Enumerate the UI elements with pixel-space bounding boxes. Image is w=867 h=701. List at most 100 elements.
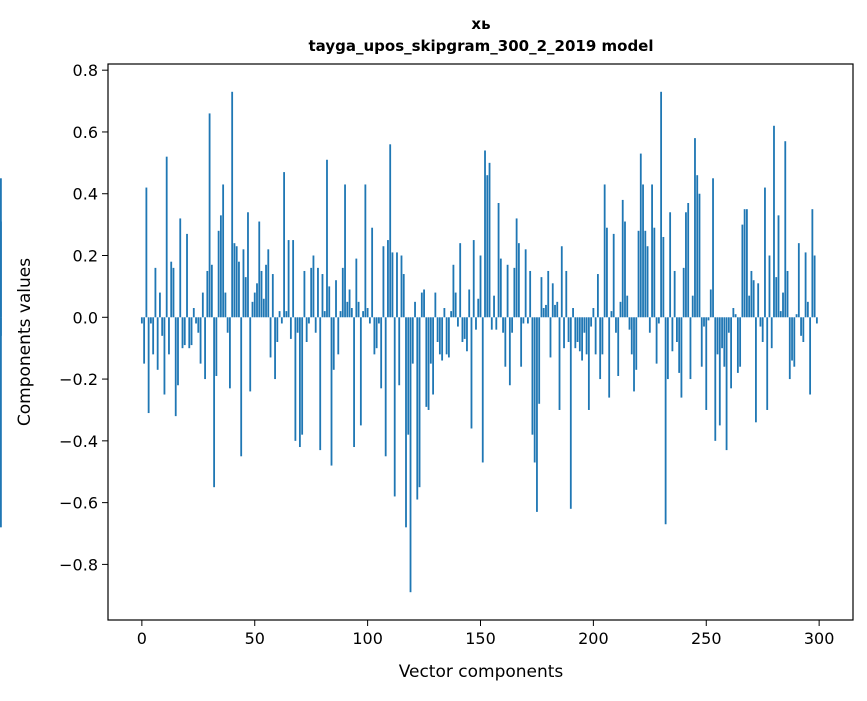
bar	[219, 215, 222, 318]
bar	[784, 141, 787, 318]
bar	[558, 317, 561, 410]
bar	[402, 274, 405, 318]
bar	[782, 292, 784, 318]
bar	[569, 317, 572, 509]
y-tick-label: −0.8	[59, 555, 98, 574]
bar	[256, 283, 258, 318]
bar	[432, 317, 434, 395]
bar	[671, 317, 674, 352]
bar	[565, 270, 568, 318]
bar	[815, 317, 818, 324]
bar	[192, 308, 195, 318]
bar	[750, 270, 753, 318]
bar	[698, 193, 701, 318]
bar	[280, 317, 283, 324]
bar	[217, 230, 220, 318]
bar	[554, 304, 556, 318]
y-tick-label: −0.6	[59, 494, 98, 513]
bar	[712, 178, 714, 318]
bar	[786, 270, 789, 318]
bar	[759, 317, 762, 327]
bar	[583, 317, 586, 333]
x-tick-label: 50	[245, 629, 265, 648]
bars-group	[0, 91, 818, 593]
bar	[312, 255, 315, 318]
bar	[662, 236, 665, 318]
bar	[660, 91, 663, 318]
bar	[809, 317, 812, 395]
bar	[743, 209, 746, 318]
bar	[511, 317, 514, 333]
bar	[0, 221, 2, 318]
bar	[732, 308, 735, 318]
bar	[265, 264, 267, 318]
bar	[603, 184, 606, 318]
bar	[490, 317, 493, 330]
bar	[610, 311, 613, 318]
bar	[409, 317, 412, 593]
bar	[152, 317, 155, 355]
bar	[423, 289, 425, 318]
bar	[468, 289, 471, 318]
bar	[594, 317, 597, 355]
bar	[274, 317, 276, 380]
bar	[718, 317, 721, 426]
bar	[183, 317, 186, 346]
bar	[766, 317, 769, 410]
bar	[515, 218, 518, 318]
bar	[298, 317, 301, 448]
bar	[775, 277, 778, 318]
bar	[691, 295, 694, 318]
bar	[795, 314, 798, 318]
x-tick-label: 150	[465, 629, 496, 648]
bar	[181, 317, 184, 349]
bar	[703, 317, 705, 327]
bar	[391, 252, 394, 318]
bar	[497, 203, 500, 318]
bar	[499, 258, 502, 318]
bar	[761, 317, 764, 342]
bar	[434, 292, 437, 318]
bar	[764, 187, 766, 318]
bar	[229, 317, 231, 389]
bar	[779, 311, 782, 318]
bar	[418, 317, 421, 488]
bar	[531, 317, 534, 435]
bar	[398, 317, 401, 386]
bar	[341, 267, 344, 318]
bar	[626, 295, 629, 318]
bar	[621, 199, 624, 318]
bar	[186, 233, 188, 318]
bar	[0, 317, 2, 528]
bar	[542, 308, 545, 318]
bar	[396, 252, 398, 318]
bar	[405, 317, 407, 528]
bar	[633, 317, 635, 392]
bar	[615, 317, 617, 333]
bar	[454, 292, 457, 318]
bar	[238, 261, 240, 318]
bar	[520, 317, 523, 367]
bar	[323, 311, 326, 318]
bar	[773, 125, 775, 318]
bar	[380, 317, 383, 389]
bar	[655, 317, 658, 364]
bar	[210, 264, 213, 318]
bar	[174, 317, 177, 417]
bar	[378, 317, 380, 324]
bar	[802, 317, 805, 342]
bar	[574, 317, 577, 349]
bar	[680, 317, 683, 398]
bar	[727, 317, 730, 333]
bar	[673, 270, 676, 318]
bar	[590, 317, 593, 327]
bar	[201, 292, 204, 318]
bar	[472, 240, 475, 318]
bar	[411, 317, 414, 364]
bar	[547, 270, 550, 318]
bar	[768, 255, 771, 318]
bar	[599, 317, 602, 380]
chart-subtitle: tayga_upos_skipgram_300_2_2019 model	[309, 37, 654, 55]
bar	[368, 317, 371, 324]
bar	[231, 91, 234, 318]
